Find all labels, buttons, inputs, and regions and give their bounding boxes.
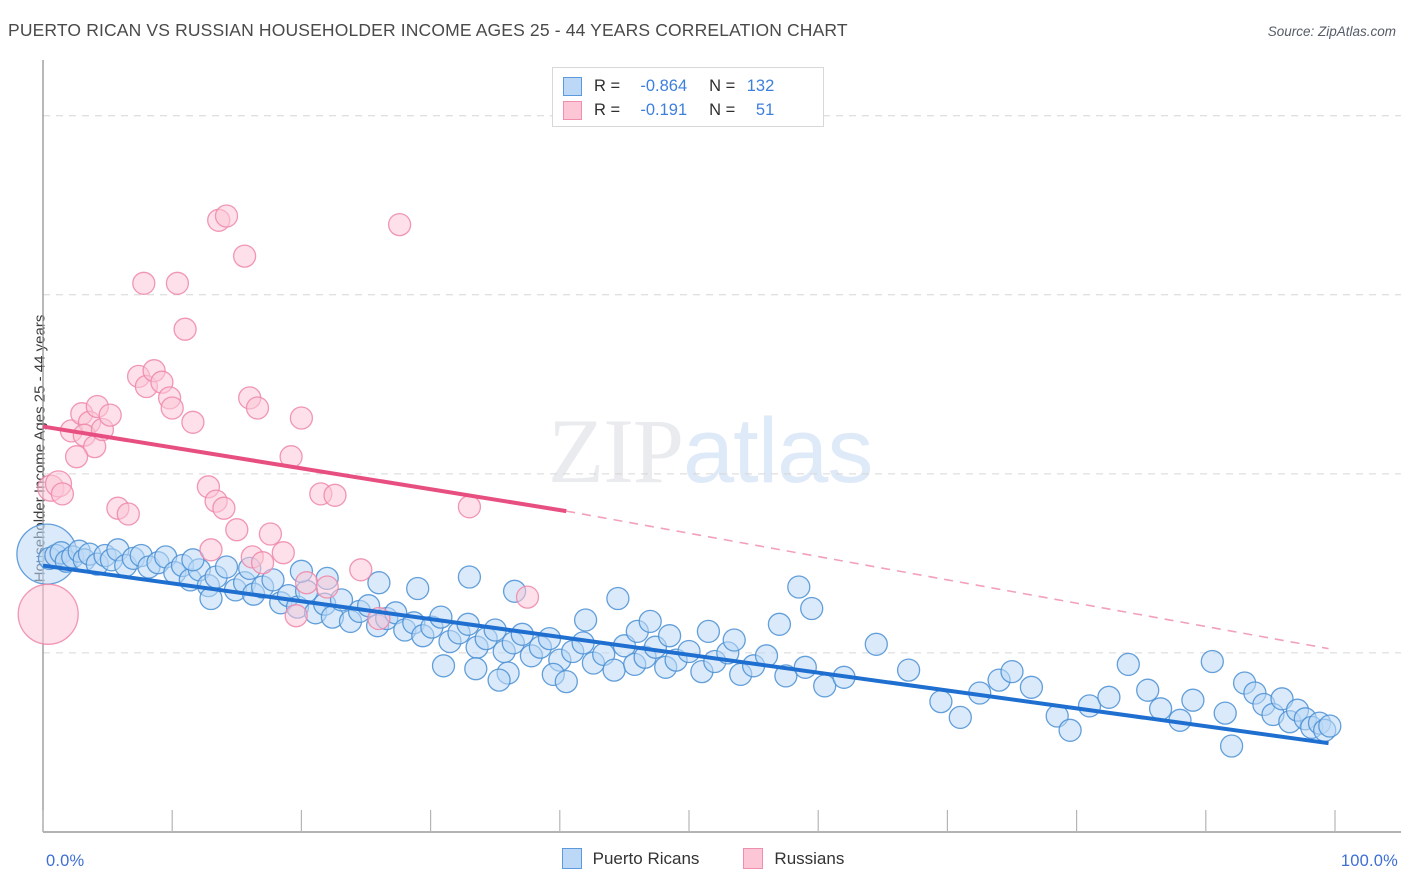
data-point (116, 502, 140, 526)
data-point (50, 482, 75, 506)
data-point (1116, 652, 1140, 677)
data-point (98, 403, 122, 427)
data-point (367, 571, 391, 595)
data-point (429, 605, 453, 629)
stats-row-puerto-ricans: R = -0.864 N = 132 (563, 74, 813, 98)
trendline-extension (566, 510, 1329, 650)
stats-row-russians: R = -0.191 N = 51 (563, 98, 813, 122)
data-point (896, 658, 921, 682)
data-point (199, 538, 223, 562)
data-point (214, 204, 239, 228)
data-point (1136, 678, 1160, 702)
n-value-blue: 132 (746, 76, 775, 95)
data-point (387, 212, 412, 237)
data-point (271, 541, 295, 565)
data-point (232, 244, 257, 268)
legend-item-russians[interactable]: Russians (743, 848, 844, 869)
data-point (212, 496, 236, 520)
data-point (245, 396, 270, 420)
data-point (261, 568, 285, 592)
data-point (294, 571, 319, 595)
x-axis-label-max: 100.0% (1340, 852, 1398, 870)
data-point (1200, 649, 1224, 674)
source-attribution: Source: ZipAtlas.com (1267, 24, 1396, 39)
r-value-blue: -0.864 (640, 76, 688, 95)
data-point (173, 317, 197, 341)
data-point (606, 586, 630, 611)
swatch-puerto-ricans-icon (563, 76, 582, 96)
data-point (214, 555, 239, 579)
n-value-pink: 51 (755, 100, 775, 119)
data-point (17, 583, 79, 645)
data-point (573, 608, 598, 632)
data-point (487, 668, 511, 692)
swatch-russians-icon (563, 100, 582, 120)
series-russians (17, 204, 540, 645)
data-point (677, 639, 701, 664)
data-point (181, 548, 205, 572)
data-point (289, 406, 314, 430)
data-point (787, 575, 811, 599)
data-point (1318, 714, 1342, 738)
data-point (160, 396, 184, 420)
data-point (602, 658, 626, 682)
legend-label-russians: Russians (774, 848, 845, 868)
data-point (431, 654, 456, 678)
data-point (64, 445, 89, 469)
n-label-pink: N = (709, 100, 736, 119)
data-point (515, 585, 540, 609)
n-label-blue: N = (709, 76, 736, 95)
data-point (696, 619, 721, 644)
data-point (800, 596, 824, 621)
data-point (793, 655, 817, 679)
data-point (1019, 675, 1044, 699)
data-point (284, 604, 308, 628)
data-point (132, 271, 156, 295)
data-point (258, 522, 283, 546)
series-legend: Puerto Ricans Russians (0, 848, 1406, 869)
r-label-blue: R = (594, 76, 621, 95)
data-point (181, 410, 205, 434)
data-point (406, 576, 430, 601)
data-point (225, 518, 249, 542)
data-point (1000, 659, 1024, 684)
r-value-pink: -0.191 (640, 100, 688, 119)
legend-item-puerto-ricans[interactable]: Puerto Ricans (561, 848, 700, 869)
data-point (722, 628, 746, 652)
legend-swatch-russians-icon (743, 848, 764, 869)
data-point (457, 565, 482, 589)
data-point (948, 705, 972, 730)
data-point (638, 609, 662, 634)
data-point (349, 558, 373, 582)
x-axis-label-min: 0.0% (46, 852, 85, 870)
data-point (250, 551, 275, 575)
data-point (657, 624, 682, 648)
data-point (1148, 697, 1173, 721)
correlation-stats-legend: R = -0.864 N = 132 R = -0.191 N = 51 (552, 67, 824, 127)
trendline (42, 424, 567, 514)
data-point (554, 669, 578, 694)
legend-swatch-puerto-ricans-icon (561, 848, 582, 869)
data-point (457, 495, 482, 519)
r-label-pink: R = (594, 100, 621, 119)
data-point (1213, 701, 1237, 725)
data-point (165, 271, 190, 295)
data-point (1181, 688, 1205, 712)
data-point (464, 657, 488, 681)
data-point (315, 575, 339, 599)
data-point (1058, 718, 1082, 742)
page-title: PUERTO RICAN VS RUSSIAN HOUSEHOLDER INCO… (8, 20, 848, 40)
data-point (864, 632, 888, 656)
data-point (323, 483, 347, 507)
data-point (929, 689, 953, 714)
data-point (1077, 694, 1102, 718)
trendline (42, 563, 1329, 746)
legend-label-puerto-ricans: Puerto Ricans (592, 848, 700, 868)
data-point (1097, 685, 1121, 709)
data-point (767, 612, 792, 636)
data-point (1219, 734, 1244, 758)
